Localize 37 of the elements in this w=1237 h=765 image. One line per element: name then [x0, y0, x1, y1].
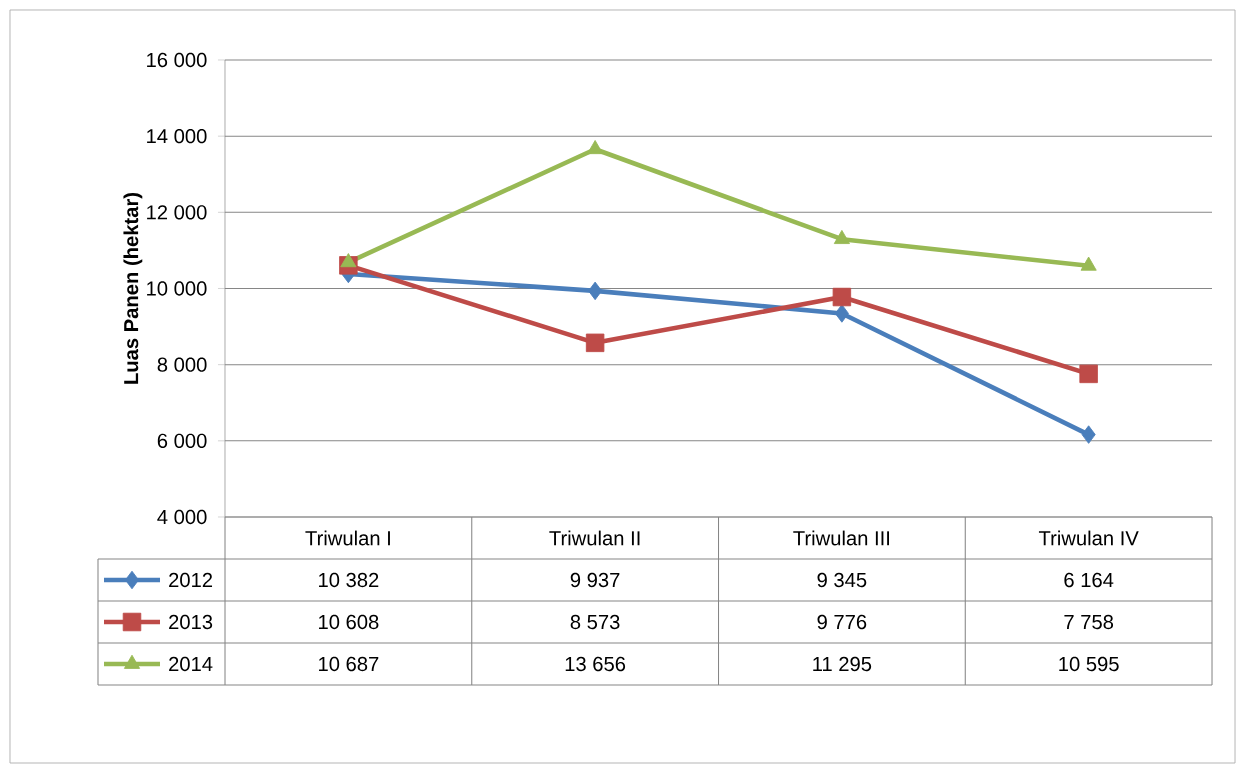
point [585, 333, 605, 353]
data-label: 13 656 [565, 656, 626, 672]
y-tick-label: 4 000 [157, 509, 207, 525]
x-tick-label: Triwulan III [793, 530, 890, 546]
data-label: 7 758 [1064, 614, 1114, 630]
x-tick-label: Triwulan I [305, 530, 390, 546]
legend-label: 2013 [169, 614, 213, 630]
point [1080, 256, 1097, 271]
y-tick-label: 12 000 [147, 205, 207, 220]
point [588, 281, 603, 301]
data-label: 11 295 [813, 656, 872, 672]
point [832, 287, 852, 307]
data-label: 9 345 [817, 572, 867, 588]
data-label: 6 164 [1064, 572, 1114, 588]
data-label: 8 573 [570, 614, 620, 630]
x-tick-label: Triwulan II [549, 530, 640, 546]
point [1079, 364, 1098, 384]
y-axis-title: Luas Panen (hektar) [123, 192, 143, 384]
y-tick-label: 14 000 [147, 129, 207, 144]
point [834, 304, 849, 323]
point [833, 229, 850, 245]
data-label: 10 608 [319, 614, 379, 630]
data-label: 10 382 [319, 572, 379, 588]
y-tick-label: 16 000 [147, 52, 207, 68]
point [340, 253, 357, 268]
data-label: 9 776 [817, 614, 867, 630]
legend-label: 2014 [169, 656, 213, 672]
data-label: 9 937 [570, 572, 620, 588]
point [1081, 425, 1096, 444]
y-tick-label: 10 000 [147, 281, 207, 296]
y-tick-label: 8 000 [157, 357, 207, 372]
data-label: 10 595 [1059, 656, 1119, 672]
point [587, 140, 604, 155]
y-tick-label: 6 000 [157, 433, 207, 448]
data-label: 10 687 [319, 656, 379, 672]
x-tick-label: Triwulan IV [1038, 530, 1139, 546]
legend-label: 2012 [169, 572, 213, 588]
